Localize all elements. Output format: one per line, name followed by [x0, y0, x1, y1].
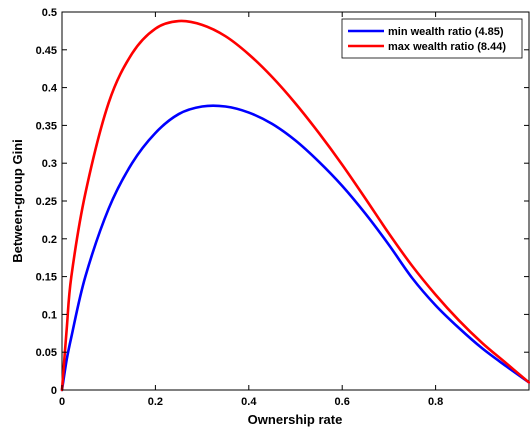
y-tick-label: 0.3	[42, 158, 57, 170]
legend-label-2: max wealth ratio (8.44)	[388, 41, 506, 53]
plot-area	[61, 11, 530, 391]
x-tick-label: 0.4	[241, 396, 257, 408]
x-axis-ticks: 0 0.2 0.4 0.6 0.8	[59, 12, 443, 408]
y-tick-label: 0	[51, 385, 57, 397]
series-line-2	[60, 19, 530, 392]
y-tick-label: 0.05	[36, 347, 57, 359]
y-tick-label: 0.15	[36, 272, 57, 284]
x-tick-label: 0.2	[148, 396, 163, 408]
y-tick-label: 0.1	[42, 309, 57, 321]
legend-label-1: min wealth ratio (4.85)	[388, 26, 504, 38]
x-tick-label: 0.8	[428, 396, 443, 408]
y-tick-label: 0.4	[42, 83, 58, 95]
y-tick-label: 0.45	[36, 45, 57, 57]
series-lines	[60, 19, 530, 392]
y-axis-ticks: 0 0.05 0.1 0.15 0.2 0.25 0.3 0.35 0.4 0.45 0.5	[36, 7, 529, 397]
x-tick-label: 0.6	[335, 396, 350, 408]
legend-items: min wealth ratio (4.85) max wealth ratio …	[348, 26, 506, 53]
y-tick-label: 0.5	[42, 7, 57, 19]
y-tick-label: 0.35	[36, 120, 57, 132]
legend-box	[341, 18, 523, 59]
series-line-1	[60, 104, 530, 392]
x-tick-label: 0	[59, 396, 65, 408]
x-axis-title: Ownership rate	[248, 412, 343, 427]
y-tick-label: 0.2	[42, 234, 57, 246]
y-tick-label: 0.25	[36, 196, 57, 208]
y-axis-title: Between-group Gini	[10, 139, 25, 263]
legend: min wealth ratio (4.85) max wealth ratio …	[341, 18, 523, 59]
